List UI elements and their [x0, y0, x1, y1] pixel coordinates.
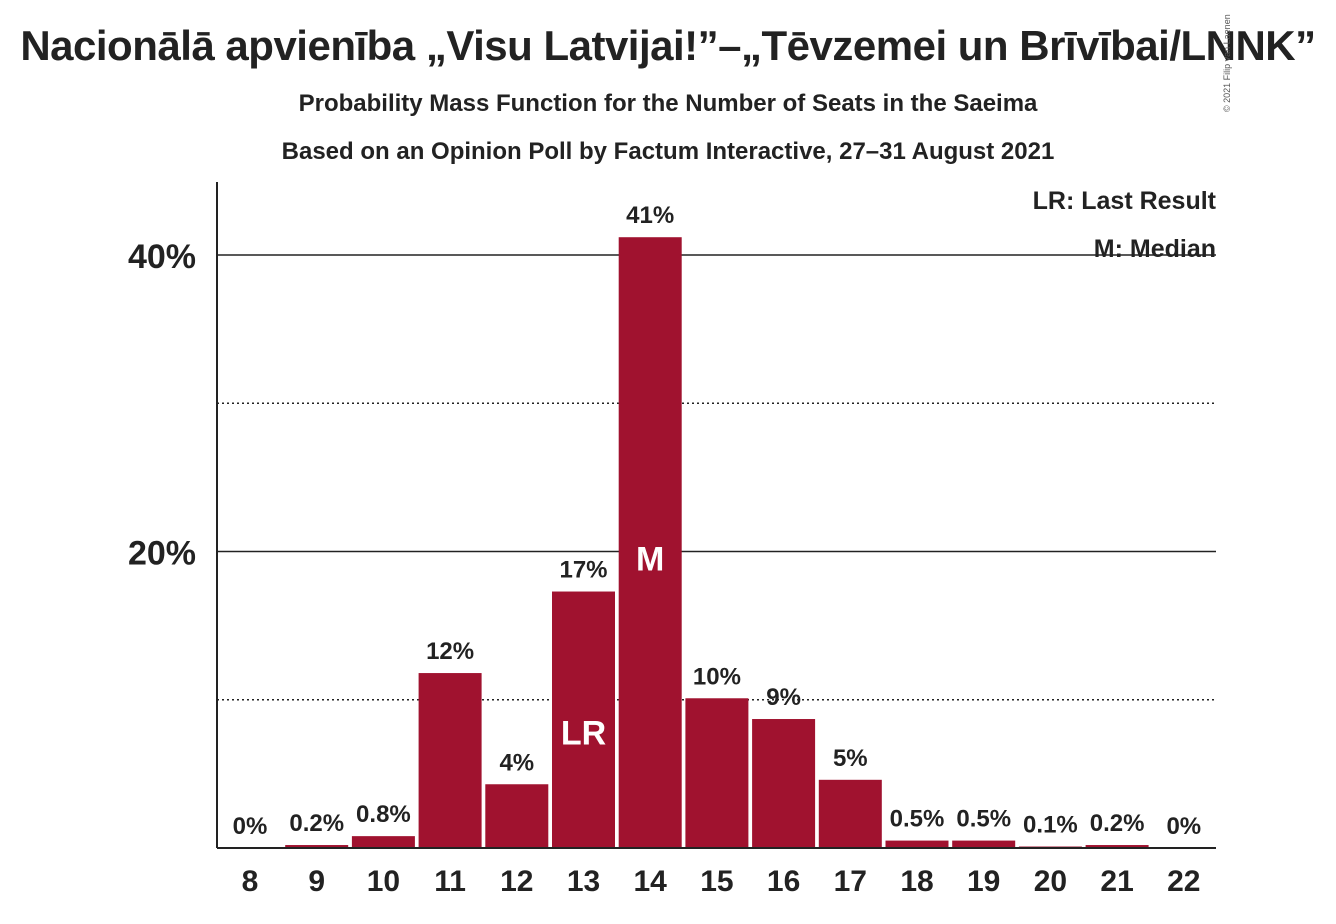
bar-11 — [418, 673, 482, 848]
data-label-18: 0.5% — [890, 806, 945, 833]
legend: LR: Last Result M: Median — [1033, 187, 1217, 263]
data-label-8: 0% — [233, 813, 268, 840]
x-tick-12: 12 — [500, 865, 533, 898]
bar-10 — [351, 836, 415, 848]
x-tick-9: 9 — [308, 865, 325, 898]
data-label-15: 10% — [693, 663, 741, 690]
x-tick-13: 13 — [567, 865, 600, 898]
x-tick-15: 15 — [700, 865, 733, 898]
data-label-12: 4% — [499, 749, 534, 776]
y-tick-20: 20% — [128, 535, 196, 573]
x-tick-17: 17 — [834, 865, 867, 898]
data-label-10: 0.8% — [356, 801, 411, 828]
bars — [285, 233, 1149, 848]
bar-14 — [618, 237, 682, 848]
bar-16 — [752, 719, 816, 848]
y-tick-40: 40% — [128, 238, 196, 276]
marker-lr: LR — [561, 715, 606, 753]
data-label-16: 9% — [766, 684, 801, 711]
x-tick-18: 18 — [900, 865, 933, 898]
bar-15 — [685, 698, 749, 848]
bar-12 — [485, 784, 549, 848]
x-tick-14: 14 — [634, 865, 668, 898]
x-tick-20: 20 — [1034, 865, 1067, 898]
bar-9 — [285, 845, 349, 848]
x-tick-16: 16 — [767, 865, 800, 898]
bar-17 — [818, 779, 882, 848]
data-label-14: 41% — [626, 202, 674, 229]
data-label-9: 0.2% — [289, 810, 344, 837]
data-label-13: 17% — [559, 557, 607, 584]
bar-13 — [552, 591, 615, 848]
bar-18 — [885, 840, 949, 848]
data-label-20: 0.1% — [1023, 812, 1078, 839]
data-label-11: 12% — [426, 638, 474, 665]
data-label-19: 0.5% — [956, 806, 1011, 833]
data-labels: 0% 8 0.2% 9 0.8% 10 12% 11 4% 12 17% 13 41% 14 10% 15 9%… — [233, 202, 1201, 898]
data-label-22: 0% — [1166, 813, 1201, 840]
chart-subtitle: Probability Mass Function for the Number… — [298, 90, 1038, 117]
data-label-21: 0.2% — [1090, 810, 1145, 837]
chart-subtitle-source: Based on an Opinion Poll by Factum Inter… — [281, 138, 1055, 165]
legend-item-0: LR: Last Result — [1033, 187, 1217, 215]
bar-21 — [1085, 845, 1149, 848]
chart-title: Nacionālā apvienība „Visu Latvijai!”–„Tē… — [20, 22, 1316, 69]
legend-item-1: M: Median — [1094, 235, 1216, 263]
x-tick-10: 10 — [367, 865, 400, 898]
bar-19 — [952, 840, 1016, 848]
x-tick-19: 19 — [967, 865, 1000, 898]
data-label-17: 5% — [833, 745, 868, 772]
gridlines — [217, 254, 1216, 701]
x-tick-21: 21 — [1100, 865, 1133, 898]
x-tick-11: 11 — [434, 865, 466, 898]
x-tick-22: 22 — [1167, 865, 1200, 898]
x-tick-8: 8 — [242, 865, 259, 898]
axes: 20% 40% — [128, 182, 1216, 849]
marker-m: M — [636, 541, 664, 579]
